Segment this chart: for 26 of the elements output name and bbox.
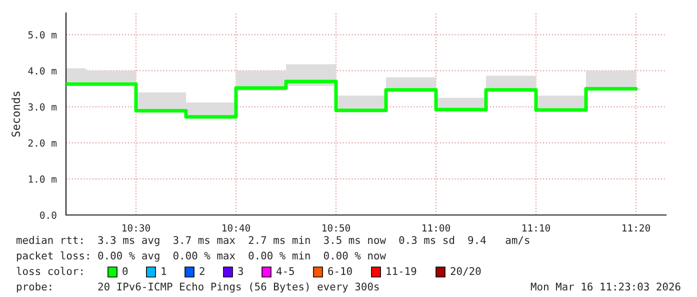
y-tick-label: 5.0 m [28, 31, 57, 38]
y-tick-label: 4.0 m [28, 67, 57, 75]
y-tick-label: 1.0 m [28, 175, 57, 183]
y-tick-label: 3.0 m [28, 103, 57, 111]
x-tick-label: 11:20 [622, 224, 650, 232]
x-tick-label: 11:10 [522, 224, 550, 232]
x-tick-label: 10:40 [222, 224, 250, 232]
text: packet loss: 0.00 % avg 0.00 % max 0.00 % min 0.00 % now [16, 251, 386, 262]
x-tick-label: 11:00 [422, 224, 450, 232]
y-tick-label: 2.0 m [28, 139, 57, 147]
text: Mon Mar 16 11:23:03 2026 [530, 282, 680, 291]
text: 6-10 [328, 267, 352, 276]
text: median rtt: 3.3 ms avg 3.7 ms max 2.7 ms min 3.5 ms now 0.3 ms sd 9.4 am/s [16, 236, 530, 246]
text: 4-5 [276, 267, 294, 276]
text: 0 [122, 267, 128, 276]
text: 2 [200, 267, 204, 275]
text: 11-19 [386, 267, 416, 276]
y-tick-label: 0.0 [40, 212, 56, 219]
text: 3 [238, 267, 243, 276]
text: 20/20 [450, 267, 481, 276]
x-tick-label: 10:50 [322, 224, 350, 232]
y-axis-title: Seconds [11, 92, 20, 137]
x-tick-label: 10:30 [122, 224, 150, 232]
text: 1 [162, 267, 166, 275]
text: loss color: [16, 266, 82, 276]
text: probe: 20 IPv6-ICMP Echo Pings (56 Bytes) every 300s [16, 282, 379, 293]
